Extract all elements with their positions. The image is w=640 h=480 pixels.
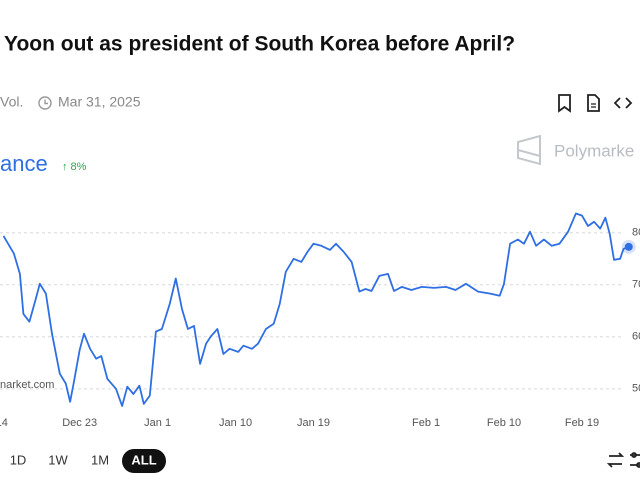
brand: Polymarke bbox=[554, 141, 634, 160]
x-tick-label: Feb 19 bbox=[565, 417, 599, 429]
settings-button[interactable] bbox=[630, 452, 640, 468]
last-point bbox=[624, 242, 633, 251]
range-button[interactable]: 1M bbox=[91, 452, 109, 467]
y-tick-label: 70 bbox=[632, 279, 640, 291]
x-tick-label: Feb 10 bbox=[487, 417, 521, 429]
polymarket-logo bbox=[517, 134, 541, 166]
price-line bbox=[2, 212, 630, 407]
x-tick-label: 14 bbox=[0, 417, 8, 429]
embed-button[interactable] bbox=[613, 97, 633, 109]
volume: Vol. bbox=[0, 94, 23, 110]
swap-button[interactable] bbox=[606, 452, 625, 468]
change: ↑ 8% bbox=[62, 161, 87, 173]
range-button[interactable]: 1W bbox=[48, 452, 68, 467]
market-title: Yoon out as president of South Korea bef… bbox=[4, 33, 515, 56]
x-tick-label: Jan 10 bbox=[219, 417, 252, 429]
end-date: Mar 31, 2025 bbox=[58, 94, 141, 110]
bookmark-button[interactable] bbox=[558, 94, 571, 113]
x-tick-label: Jan 1 bbox=[144, 417, 171, 429]
range-active-bg bbox=[122, 449, 166, 473]
y-tick-label: 80 bbox=[632, 227, 640, 239]
clock-icon bbox=[38, 96, 52, 110]
watermark: narket.com bbox=[0, 379, 54, 391]
range-button[interactable]: 1D bbox=[10, 452, 27, 467]
x-tick-label: Feb 1 bbox=[412, 417, 440, 429]
y-tick-label: 60 bbox=[632, 331, 640, 343]
x-tick-label: Jan 19 bbox=[297, 417, 330, 429]
document-button[interactable] bbox=[587, 94, 600, 112]
range-button[interactable]: ALL bbox=[131, 452, 156, 467]
chance-label: ance bbox=[0, 151, 48, 176]
y-tick-label: 50 bbox=[632, 383, 640, 395]
x-tick-label: Dec 23 bbox=[62, 417, 97, 429]
